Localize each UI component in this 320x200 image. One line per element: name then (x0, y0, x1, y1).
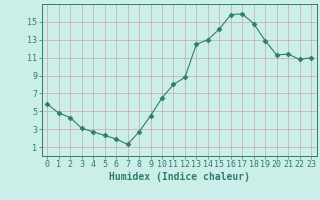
X-axis label: Humidex (Indice chaleur): Humidex (Indice chaleur) (109, 172, 250, 182)
